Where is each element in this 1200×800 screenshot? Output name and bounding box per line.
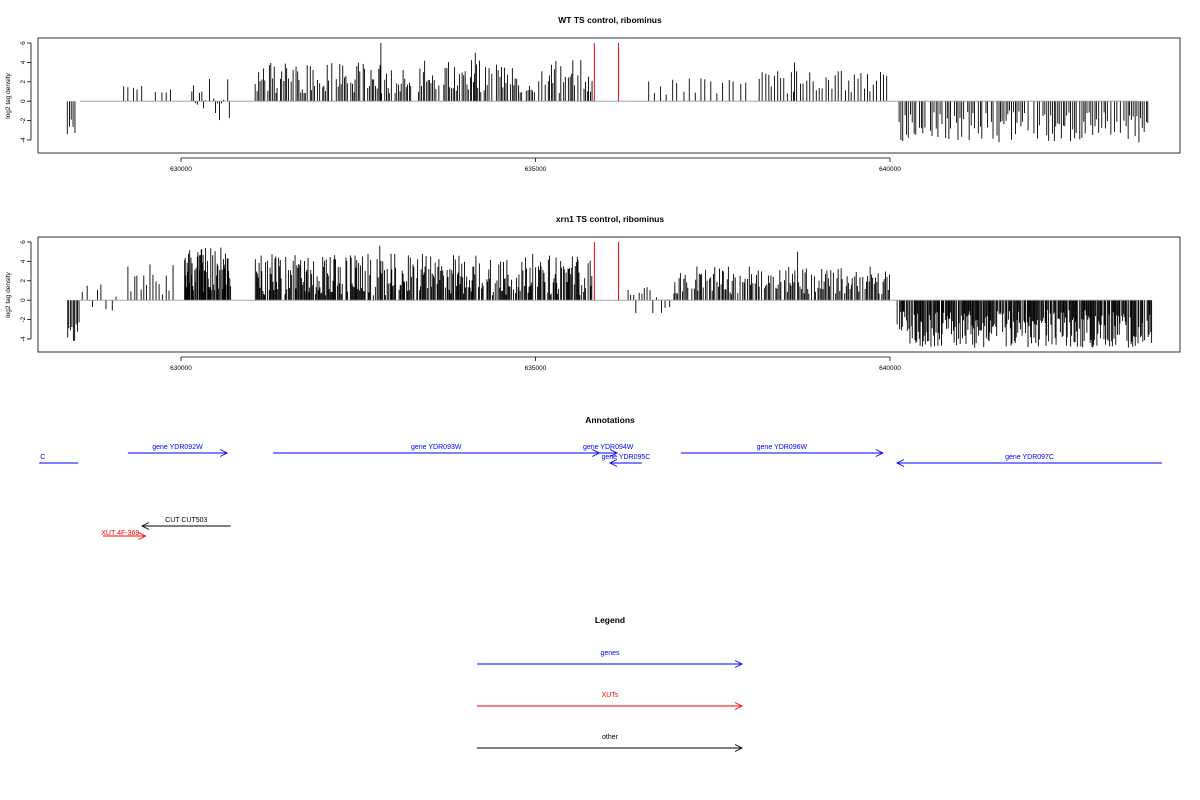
bars-group	[66, 43, 1149, 143]
plot-frame	[37, 37, 1181, 154]
y-axis-label: log2 tag density	[5, 72, 12, 118]
feature-label: CUT CUT503	[165, 517, 207, 524]
x-tick-label: 635000	[525, 365, 547, 372]
marker-group	[593, 242, 619, 301]
annotation-feature: gene YDR095C	[601, 454, 650, 467]
y-tick-label: 4	[20, 259, 27, 263]
y-tick-label: 2	[20, 279, 27, 283]
arrow-head	[138, 532, 147, 540]
arrow-head	[875, 449, 884, 457]
y-tick-label: -4	[20, 137, 27, 143]
panel-wt: WT TS control, ribominus log2 tag densit…	[5, 15, 1181, 173]
annotation-feature: XUT 4F-369	[101, 530, 147, 540]
feature-label: gene YDR096W	[757, 444, 808, 451]
annotation-feature: gene YDR097C	[896, 454, 1162, 467]
arrow-head	[896, 459, 905, 467]
legend-item: XUTs	[477, 692, 744, 710]
legend-label: XUTs	[602, 692, 619, 699]
arrow-head	[734, 702, 744, 710]
y-tick-label: -4	[20, 336, 27, 342]
arrow-head	[734, 660, 744, 668]
annotation-feature: gene YDR096W	[680, 444, 884, 457]
annotation-feature: C	[39, 454, 79, 464]
plot-frame	[37, 236, 1181, 353]
y-tick-label: 4	[20, 60, 27, 64]
x-tick-label: 635000	[525, 166, 547, 173]
y-tick-label: -2	[20, 117, 27, 123]
feature-label: gene YDR095C	[601, 454, 650, 461]
feature-label: gene YDR092W	[152, 444, 203, 451]
y-axis: -4 -2 0 2 4 6	[20, 240, 32, 342]
legend-item: other	[477, 734, 744, 752]
y-tick-label: 2	[20, 80, 27, 84]
arrow-head	[219, 449, 229, 457]
legend-items: genes XUTs other	[477, 650, 744, 752]
annotation-feature: gene YDR093W	[273, 444, 601, 457]
panel-title: xrn1 TS control, ribominus	[556, 214, 664, 224]
legend-title: Legend	[595, 615, 625, 625]
annotation-feature: gene YDR092W	[127, 444, 229, 457]
x-tick-label: 640000	[879, 365, 901, 372]
y-tick-label: 0	[20, 298, 27, 302]
annotation-feature: CUT CUT503	[140, 517, 231, 530]
bars-group	[67, 245, 1153, 348]
x-axis: 630000 635000 640000	[170, 356, 901, 372]
feature-label: XUT 4F-369	[101, 530, 139, 537]
x-tick-label: 630000	[170, 166, 192, 173]
y-tick-label: -2	[20, 316, 27, 322]
marker-group	[593, 43, 619, 102]
y-tick-label: 0	[20, 99, 27, 103]
legend-label: genes	[600, 650, 620, 657]
annotations-title: Annotations	[585, 415, 635, 425]
arrow-head	[609, 449, 619, 457]
arrow-head	[734, 744, 744, 752]
x-axis: 630000 635000 640000	[170, 157, 901, 173]
arrow-head	[140, 522, 150, 530]
legend-item: genes	[477, 650, 744, 668]
x-tick-label: 630000	[170, 365, 192, 372]
y-axis: -4 -2 0 2 4 6	[20, 41, 32, 143]
feature-label: gene YDR094W	[583, 444, 634, 451]
arrow-head	[608, 459, 618, 467]
panel-title: WT TS control, ribominus	[558, 15, 662, 25]
y-tick-label: 6	[20, 240, 27, 244]
legend-label: other	[602, 734, 619, 741]
y-axis-label: log2 tag density	[5, 271, 12, 317]
y-tick-label: 6	[20, 41, 27, 45]
x-tick-label: 640000	[879, 166, 901, 173]
feature-label: gene YDR097C	[1005, 454, 1054, 461]
legend: Legend genes XUTs other	[477, 615, 744, 752]
annotation-feature: gene YDR094W	[583, 444, 634, 457]
feature-label: gene YDR093W	[411, 444, 462, 451]
panel-xrn1: xrn1 TS control, ribominus log2 tag dens…	[5, 214, 1181, 372]
feature-label: C	[40, 454, 45, 461]
